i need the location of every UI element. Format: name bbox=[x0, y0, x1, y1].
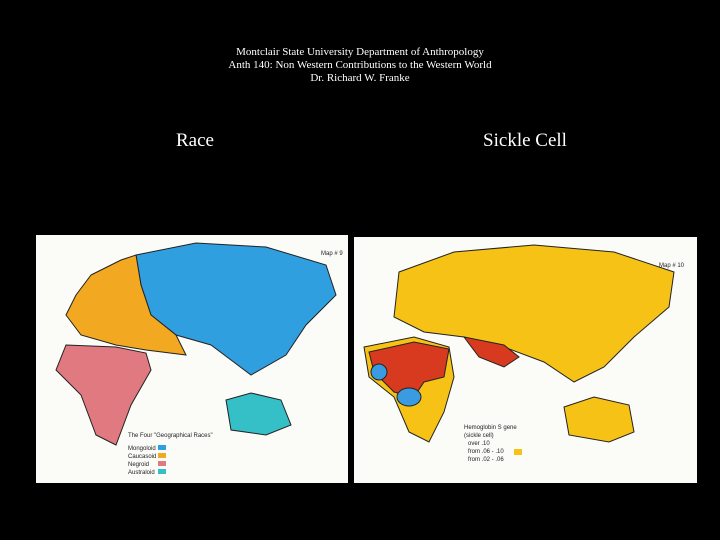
region-australoid bbox=[225, 392, 292, 436]
race-map: Map # 9 The Four "Geographical Races" Mo… bbox=[36, 235, 348, 483]
header-line: Anth 140: Non Western Contributions to t… bbox=[228, 59, 492, 71]
legend-item: from .06 - .10 bbox=[468, 449, 504, 455]
legend-item: Caucasoid bbox=[128, 454, 156, 460]
region-australia bbox=[563, 396, 635, 443]
legend-swatch bbox=[158, 461, 166, 466]
legend-item: Mongoloid bbox=[128, 446, 156, 452]
map-title: Map # 9 bbox=[321, 251, 343, 257]
legend-swatch bbox=[158, 469, 166, 474]
panel-label: Race bbox=[176, 130, 214, 151]
region-high bbox=[462, 336, 520, 368]
region-blue bbox=[370, 363, 388, 381]
legend-swatch bbox=[158, 445, 166, 450]
legend-title: The Four "Geographical Races" bbox=[128, 433, 213, 439]
sickle-cell-map: Map # 10 Hemoglobin S gene (sickle cell)… bbox=[354, 237, 697, 483]
legend-swatch bbox=[514, 449, 522, 455]
legend-item: Negroid bbox=[128, 462, 149, 468]
region-eurasia bbox=[393, 244, 675, 383]
header-line: Montclair State University Department of… bbox=[236, 46, 484, 58]
region-caucasoid bbox=[65, 254, 187, 356]
legend-subtitle: (sickle cell) bbox=[464, 433, 494, 439]
header-line: Dr. Richard W. Franke bbox=[310, 72, 410, 84]
legend-title: Hemoglobin S gene bbox=[464, 425, 517, 431]
legend-item: from .02 - .06 bbox=[468, 457, 504, 463]
legend-swatch bbox=[158, 453, 166, 458]
region-blue bbox=[396, 387, 422, 407]
region-negroid bbox=[55, 344, 152, 446]
panel-label: Sickle Cell bbox=[483, 130, 567, 151]
legend-item: Australoid bbox=[128, 470, 155, 476]
map-title: Map # 10 bbox=[659, 263, 685, 269]
legend-item: over .10 bbox=[468, 441, 490, 447]
